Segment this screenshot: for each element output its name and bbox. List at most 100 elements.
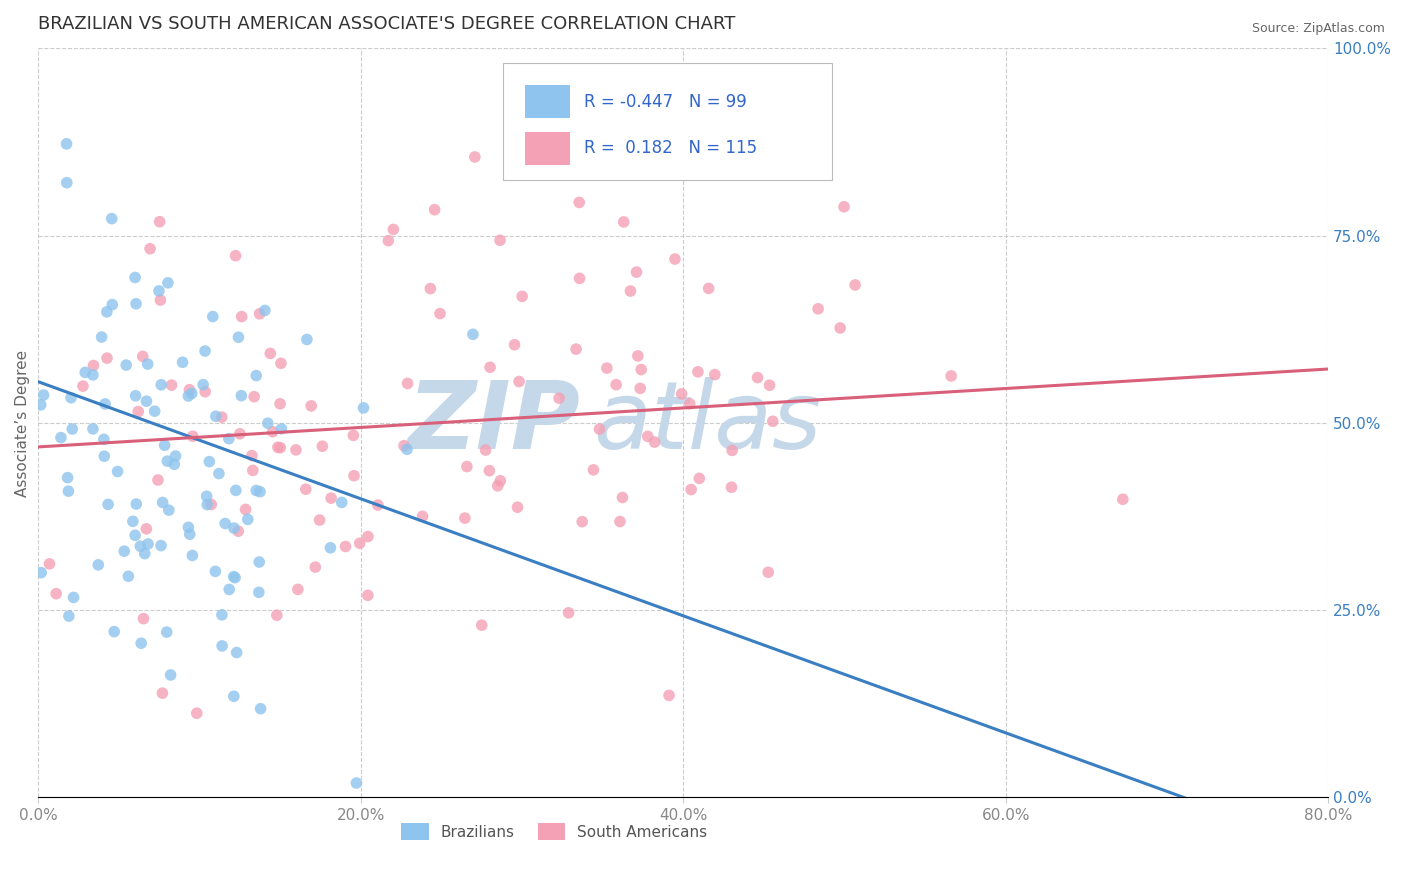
Point (177, 520, 200, 534)
Point (456, 459, 478, 474)
Point (58, 484, 80, 499)
Point (222, 569, 245, 583)
Point (38, 557, 60, 571)
Point (235, 502, 257, 516)
Point (87, 558, 110, 572)
Point (165, 449, 187, 463)
Point (627, 349, 650, 363)
Point (644, 435, 666, 450)
Point (242, 463, 264, 477)
Point (319, 491, 342, 505)
Point (149, 215, 172, 229)
Point (267, 440, 290, 454)
Point (55, 136, 77, 151)
Point (224, 571, 246, 585)
Point (571, 515, 593, 529)
Point (150, 377, 173, 392)
Point (60, 422, 83, 436)
Point (136, 537, 159, 551)
Point (152, 686, 174, 700)
Point (396, 442, 419, 457)
Point (194, 384, 217, 399)
Point (626, 265, 648, 279)
Point (186, 706, 208, 721)
Point (211, 639, 233, 653)
Text: R = -0.447   N = 99: R = -0.447 N = 99 (583, 93, 747, 111)
Point (588, 422, 610, 436)
Point (703, 368, 725, 382)
Point (464, 150, 486, 164)
FancyBboxPatch shape (524, 85, 569, 118)
Point (249, 484, 271, 499)
Point (97, 497, 120, 511)
Point (195, 489, 218, 503)
Point (204, 565, 226, 579)
Point (844, 277, 866, 292)
Point (115, 358, 138, 372)
Point (486, 479, 509, 493)
Point (96, 305, 118, 319)
Point (474, 443, 496, 458)
Point (90, 330, 112, 344)
Point (747, 370, 769, 384)
Point (342, 428, 364, 442)
Point (103, 624, 125, 639)
Point (125, 297, 148, 311)
Point (249, 307, 271, 321)
Point (60, 391, 83, 405)
Point (225, 646, 247, 660)
Point (132, 350, 155, 364)
Point (58, 609, 80, 624)
Point (172, 355, 194, 369)
Point (630, 362, 652, 376)
Point (308, 513, 330, 527)
Point (156, 276, 179, 290)
Point (335, 540, 357, 554)
Point (229, 426, 252, 441)
Point (489, 233, 512, 247)
Point (454, 511, 477, 525)
Point (82, 368, 104, 382)
Point (382, 222, 405, 236)
Point (294, 482, 316, 496)
Point (124, 270, 146, 285)
Point (756, 566, 779, 580)
Point (135, 394, 157, 409)
Point (135, 522, 157, 536)
Point (156, 454, 179, 468)
Point (179, 383, 201, 397)
Point (807, 301, 830, 316)
Point (125, 497, 148, 511)
Point (62, 591, 84, 605)
Point (181, 549, 204, 563)
Point (330, 495, 353, 509)
Point (139, 242, 162, 256)
Point (236, 512, 259, 526)
Point (191, 377, 214, 392)
Point (200, 498, 222, 512)
Point (353, 401, 375, 415)
Point (720, 480, 742, 494)
Point (156, 625, 179, 640)
Point (163, 458, 186, 472)
Point (194, 344, 217, 359)
Point (45, 587, 67, 601)
Point (247, 585, 270, 599)
Point (231, 310, 253, 324)
Point (56, 470, 79, 484)
Point (225, 483, 247, 498)
Point (830, 321, 852, 335)
Point (548, 391, 571, 405)
Point (93, 433, 115, 447)
Point (349, 536, 371, 550)
Point (225, 249, 247, 263)
Text: R =  0.182   N = 115: R = 0.182 N = 115 (583, 139, 756, 157)
Point (253, 303, 276, 318)
Point (311, 439, 333, 453)
Point (179, 527, 201, 541)
Legend: Brazilians, South Americans: Brazilians, South Americans (395, 817, 714, 846)
Text: BRAZILIAN VS SOUTH AMERICAN ASSOCIATE'S DEGREE CORRELATION CHART: BRAZILIAN VS SOUTH AMERICAN ASSOCIATE'S … (38, 15, 735, 33)
Point (160, 378, 183, 392)
Point (218, 432, 240, 446)
Point (612, 491, 634, 505)
